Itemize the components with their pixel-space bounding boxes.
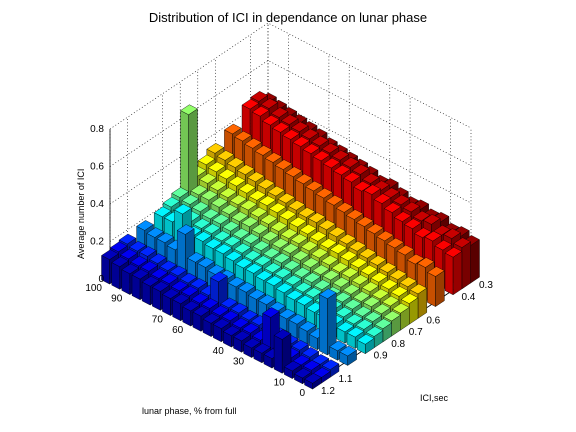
labels-layer: Distribution of ICI in dependance on lun…: [76, 10, 493, 416]
bar-front-face: [152, 287, 161, 311]
phase-tick-label: 10: [274, 378, 286, 389]
ici-tick-label: 0.4: [461, 292, 475, 303]
bar-3d: [427, 266, 445, 307]
bar-front-face: [273, 335, 283, 374]
z-gridline: [109, 22, 472, 130]
z-tick-label: 0: [98, 274, 104, 285]
z-tick-label: 0.2: [90, 237, 104, 248]
bar-side-face: [347, 349, 357, 366]
bar-side-face: [452, 251, 463, 296]
bar-front-face: [141, 281, 151, 306]
ici-tick-label: 0.6: [426, 315, 440, 326]
phase-tick-label: 100: [85, 283, 102, 294]
phase-tick-label: 0: [299, 388, 305, 399]
bars-layer: [101, 91, 480, 390]
phase-tick-label: 60: [172, 325, 184, 336]
bar-front-face: [121, 269, 131, 295]
ici-tick-label: 1.2: [321, 386, 335, 397]
phase-tick-label: 30: [233, 357, 245, 368]
bar-side-face: [435, 270, 445, 307]
z-axis-label: Average number of ICI: [76, 169, 86, 259]
z-gridline: [109, 60, 472, 167]
bar-3d: [273, 329, 292, 374]
phase-tick-label: 70: [152, 315, 164, 326]
bar-3d: [192, 305, 211, 332]
bar-front-face: [131, 274, 141, 301]
bar-side-face: [470, 239, 480, 284]
ici-tick-label: 0.7: [409, 327, 423, 338]
bar-front-face: [444, 252, 454, 296]
ici-tick-label: 0.8: [391, 339, 405, 350]
z-tick-label: 0.6: [90, 162, 104, 173]
bar-side-face: [365, 338, 375, 355]
ici-tick-label: 0.3: [479, 280, 493, 291]
bar-3d: [339, 345, 357, 366]
bar-3d: [444, 246, 463, 296]
bar-front-face: [427, 272, 436, 307]
bar-front-face: [319, 294, 328, 356]
z-tick-label: 0.8: [90, 124, 104, 135]
bar-3d: [356, 333, 375, 355]
y-axis-label: lunar phase, % from full: [142, 406, 237, 416]
z-tick-label: 0.4: [90, 199, 104, 210]
bar-front-face: [111, 262, 121, 290]
phase-tick-label: 90: [111, 294, 123, 305]
ici-tick-label: 1.1: [339, 374, 353, 385]
x-axis-label: ICI,sec: [420, 393, 449, 403]
chart-title: Distribution of ICI in dependance on lun…: [149, 10, 427, 25]
phase-tick-label: 40: [213, 346, 225, 357]
bar-side-face: [312, 377, 322, 390]
ici-tick-label: 0.9: [374, 351, 388, 362]
bar-side-face: [461, 241, 471, 290]
z-gridline: [109, 97, 472, 205]
bar-3d: [304, 373, 322, 390]
